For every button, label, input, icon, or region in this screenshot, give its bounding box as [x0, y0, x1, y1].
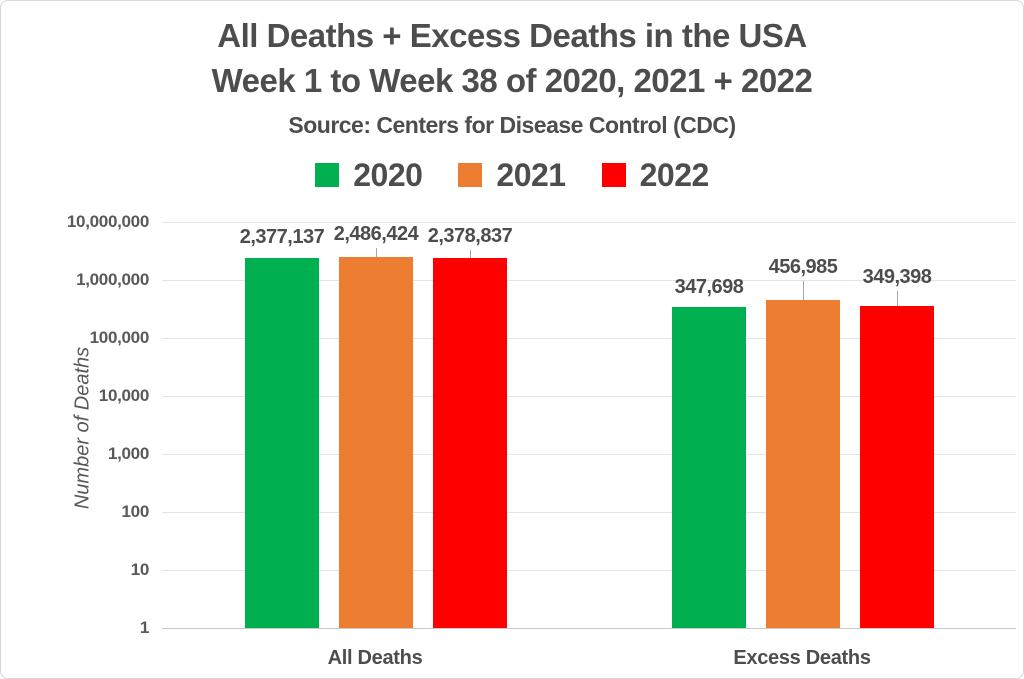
legend-item-2020: 2020	[315, 157, 423, 193]
bar-value-label: 347,698	[674, 276, 744, 298]
y-tick-label: 1,000	[107, 444, 149, 463]
gridline	[162, 512, 1016, 513]
gridline	[162, 338, 1016, 339]
bar-2020-excess-deaths	[672, 307, 746, 628]
bar-2022-excess-deaths	[860, 306, 934, 628]
gridline	[162, 570, 1016, 571]
bar-value-label: 456,985	[768, 256, 838, 278]
category-label-excess-deaths: Excess Deaths	[733, 647, 871, 669]
gridline	[162, 454, 1016, 455]
y-tick-label: 10,000	[98, 386, 150, 405]
y-tick-label: 100	[121, 502, 150, 521]
bar-2021-excess-deaths	[766, 300, 840, 628]
legend-swatch-orange-icon	[458, 163, 483, 187]
y-tick-label: 10	[130, 560, 150, 579]
y-tick-label: 100,000	[89, 328, 150, 347]
label-leader-line	[897, 291, 898, 306]
legend-swatch-red-icon	[601, 163, 626, 187]
chart-source: Source: Centers for Disease Control (CDC…	[288, 112, 736, 138]
gridline	[162, 222, 1016, 223]
legend-item-2022: 2022	[601, 157, 710, 193]
bar-value-label: 349,398	[862, 266, 932, 288]
label-leader-line	[803, 281, 804, 300]
chart-subtitle: Week 1 to Week 38 of 2020, 2021 + 2022	[211, 62, 813, 99]
gridline	[162, 280, 1016, 281]
y-axis-title: Number of Deaths	[71, 346, 94, 510]
label-leader-line	[376, 248, 377, 257]
y-tick-label: 1,000,000	[76, 270, 149, 289]
label-leader-line	[470, 250, 471, 258]
bar-2022-all-deaths	[433, 258, 507, 628]
bar-2021-all-deaths	[339, 257, 413, 628]
legend: 2020 2021 2022	[1, 157, 1023, 193]
legend-label: 2021	[496, 157, 566, 193]
bar-value-label: 2,378,837	[427, 225, 513, 247]
legend-label: 2022	[639, 157, 710, 193]
x-axis-line	[162, 628, 1016, 629]
y-tick-label: 10,000,000	[66, 212, 149, 231]
gridline	[162, 396, 1016, 397]
legend-item-2021: 2021	[458, 157, 566, 193]
legend-swatch-green-icon	[315, 163, 340, 187]
legend-label: 2020	[353, 157, 423, 193]
plot-area: 2,377,137 2,486,424 2,378,837 347,698 456,98…	[162, 222, 1016, 629]
category-label-all-deaths: All Deaths	[327, 647, 423, 669]
bar-value-label: 2,486,424	[333, 223, 419, 245]
y-tick-label: 1	[139, 618, 149, 637]
chart-title: All Deaths + Excess Deaths in the USA	[217, 17, 807, 54]
bar-value-label: 2,377,137	[239, 226, 325, 248]
bar-2020-all-deaths	[245, 258, 319, 628]
